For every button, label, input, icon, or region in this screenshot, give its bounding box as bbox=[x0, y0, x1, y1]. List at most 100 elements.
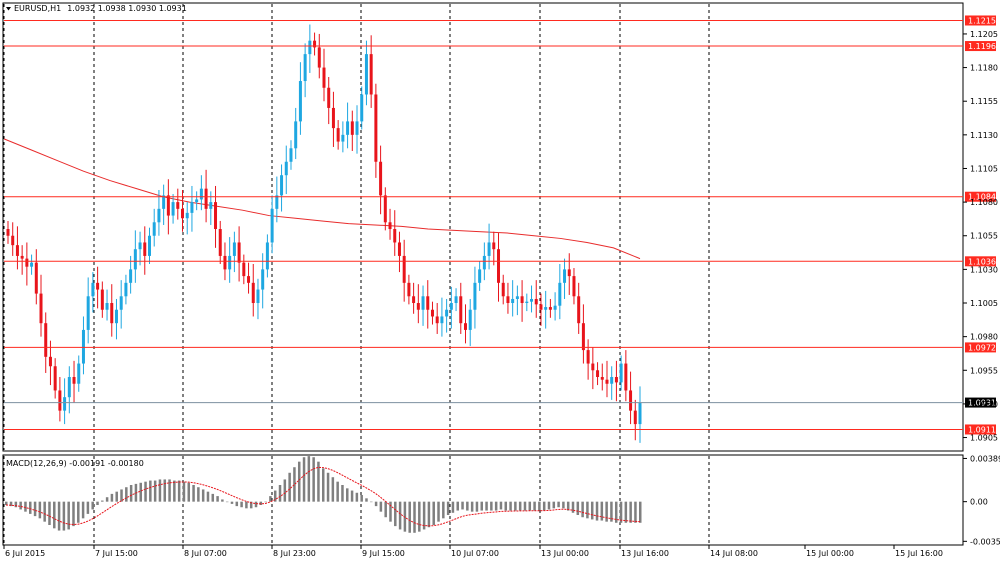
candle-body bbox=[534, 298, 538, 305]
candle-body bbox=[397, 242, 401, 256]
macd-bar bbox=[254, 501, 258, 508]
macd-bar bbox=[259, 501, 263, 505]
macd-bar bbox=[341, 485, 344, 502]
macd-bar bbox=[605, 501, 608, 522]
macd-bar bbox=[240, 501, 243, 508]
candle-body bbox=[322, 67, 326, 88]
macd-bar bbox=[365, 498, 368, 502]
macd-bar bbox=[528, 501, 532, 511]
macd-bar bbox=[355, 492, 359, 502]
macd-bar bbox=[437, 501, 440, 522]
candle-body bbox=[30, 262, 34, 267]
candle-body bbox=[72, 377, 76, 384]
candle-body bbox=[152, 222, 156, 236]
macd-bar bbox=[432, 501, 435, 525]
candle-body bbox=[487, 242, 491, 256]
candle-body bbox=[228, 255, 232, 270]
macd-bar bbox=[557, 501, 560, 508]
moving-average bbox=[3, 138, 641, 260]
candle-body bbox=[435, 316, 439, 324]
macd-bar bbox=[235, 501, 239, 507]
candle-body bbox=[341, 134, 345, 142]
price-tick-label: 1.0955 bbox=[970, 366, 998, 375]
candle-body bbox=[280, 175, 284, 196]
macd-bar bbox=[149, 480, 152, 502]
macd-bar bbox=[77, 501, 80, 523]
candle-body bbox=[468, 309, 472, 330]
candle-body bbox=[129, 269, 133, 283]
candle-body bbox=[275, 195, 279, 209]
macd-bar bbox=[595, 501, 599, 521]
macd-bar bbox=[317, 461, 320, 502]
candle-body bbox=[232, 242, 236, 256]
candle-body bbox=[294, 121, 298, 149]
macd-bar bbox=[173, 480, 176, 502]
time-label: 8 Jul 07:00 bbox=[184, 549, 227, 558]
candle-body bbox=[355, 121, 359, 135]
macd-bar bbox=[466, 501, 469, 511]
candle-body bbox=[242, 262, 246, 277]
candle-body bbox=[577, 296, 581, 324]
candle-body bbox=[105, 303, 109, 310]
candle-body bbox=[629, 390, 633, 411]
macd-bar bbox=[614, 501, 618, 523]
candle-body bbox=[454, 296, 458, 304]
macd-bar bbox=[461, 501, 464, 510]
candle-body bbox=[124, 282, 128, 297]
candle-body bbox=[407, 282, 411, 297]
candle-body bbox=[449, 303, 453, 310]
macd-bar bbox=[177, 480, 181, 502]
candle-body bbox=[100, 289, 104, 310]
macd-bar bbox=[5, 501, 8, 505]
candle-body bbox=[223, 255, 227, 270]
level-label-bg bbox=[965, 191, 996, 202]
macd-tick-label: 0.00 bbox=[970, 498, 988, 507]
candle-body bbox=[96, 282, 100, 290]
macd-bar bbox=[427, 501, 431, 528]
macd-bar bbox=[283, 479, 287, 502]
macd-bar bbox=[422, 501, 426, 530]
macd-bar bbox=[470, 501, 474, 512]
macd-bar bbox=[293, 467, 296, 502]
horizontal-levels[interactable]: 1.1215 1.1196 1.1084 1.1036 1.0972 1.0911 1.09… bbox=[4, 15, 996, 435]
candle-body bbox=[511, 298, 515, 304]
macd-bar bbox=[403, 501, 407, 532]
chart-menu-triangle-icon[interactable] bbox=[6, 7, 11, 11]
candle-body bbox=[289, 148, 293, 162]
candle-body bbox=[336, 128, 340, 142]
macd-bar bbox=[518, 501, 522, 511]
candle-body bbox=[596, 370, 600, 378]
candle-body bbox=[492, 242, 496, 250]
price-panel-frame bbox=[2, 2, 964, 452]
macd-bar bbox=[197, 487, 200, 502]
macd-bar bbox=[158, 479, 162, 502]
macd-indicator: 0.00389 0.00 -0.00357 bbox=[5, 454, 1000, 546]
time-label: 15 Jul 16:00 bbox=[895, 549, 943, 558]
candle-body bbox=[463, 323, 467, 330]
candle-body bbox=[327, 87, 331, 108]
candle-body bbox=[214, 202, 218, 230]
candle-body bbox=[544, 307, 548, 310]
candle-body bbox=[591, 363, 595, 371]
macd-bar bbox=[360, 495, 363, 502]
macd-bar bbox=[552, 501, 556, 509]
level-label-bg bbox=[965, 41, 996, 52]
time-label: 13 Jul 00:00 bbox=[541, 549, 589, 558]
time-label: 6 Jul 2015 bbox=[5, 549, 45, 558]
candle-body bbox=[303, 54, 307, 82]
candle-body bbox=[553, 305, 557, 310]
time-axis: 6 Jul 2015 7 Jul 15:00 8 Jul 07:00 8 Jul 23… bbox=[3, 545, 943, 558]
macd-bar bbox=[322, 468, 325, 502]
price-tick-label: 1.1155 bbox=[970, 97, 998, 106]
macd-bar bbox=[619, 501, 623, 523]
candle-body bbox=[520, 296, 524, 304]
candle-body bbox=[586, 350, 590, 364]
candle-body bbox=[133, 249, 137, 270]
macd-bar bbox=[96, 501, 99, 505]
time-label: 8 Jul 23:00 bbox=[273, 549, 316, 558]
macd-bar bbox=[542, 501, 546, 511]
macd-bar bbox=[326, 472, 330, 502]
macd-bar bbox=[485, 501, 488, 511]
